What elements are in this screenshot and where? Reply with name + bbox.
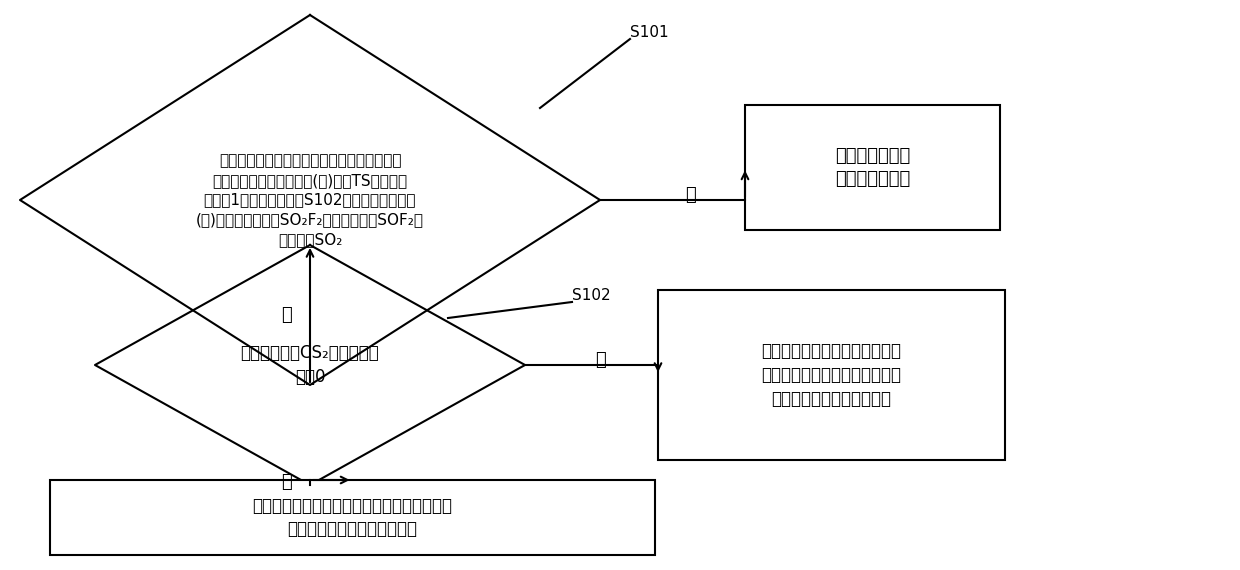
Text: 所述二硫化碳CS₂的含量是否
大于0: 所述二硫化碳CS₂的含量是否 大于0 [241, 344, 379, 386]
Polygon shape [20, 15, 600, 385]
Text: 确定六氟化硫电气设备的内部故障为六氟化硫
电气设备中固体绝缘材料故障: 确定六氟化硫电气设备的内部故障为六氟化硫 电气设备中固体绝缘材料故障 [253, 496, 453, 538]
Text: 否: 否 [684, 186, 696, 204]
Text: 是: 是 [281, 474, 291, 491]
Text: 六氟化硫电气设
备的内部无障碍: 六氟化硫电气设 备的内部无障碍 [835, 146, 910, 188]
Polygon shape [95, 245, 525, 485]
Bar [658, 290, 1004, 460]
Bar [745, 105, 999, 230]
Text: 在线监测六氟化硫电气设备中的气体的种类和
含量并进行判断，若硫氧(氟)化物TS的含量是
否大于1，若是，则进行S102，其中，所述硫氧
(氟)化物包括硫酰氟SO: 在线监测六氟化硫电气设备中的气体的种类和 含量并进行判断，若硫氧(氟)化物TS的… [196, 153, 424, 247]
Text: 是: 是 [281, 306, 291, 324]
Text: S101: S101 [630, 25, 668, 40]
Bar [50, 480, 655, 555]
Text: 确定所述六氟化硫电气设备的内
部故障为所述六氟化硫电气设备
的固体绝缘材料以外的故障: 确定所述六氟化硫电气设备的内 部故障为所述六氟化硫电气设备 的固体绝缘材料以外的… [761, 343, 901, 408]
Text: S102: S102 [572, 288, 610, 303]
Text: 否: 否 [595, 351, 605, 369]
